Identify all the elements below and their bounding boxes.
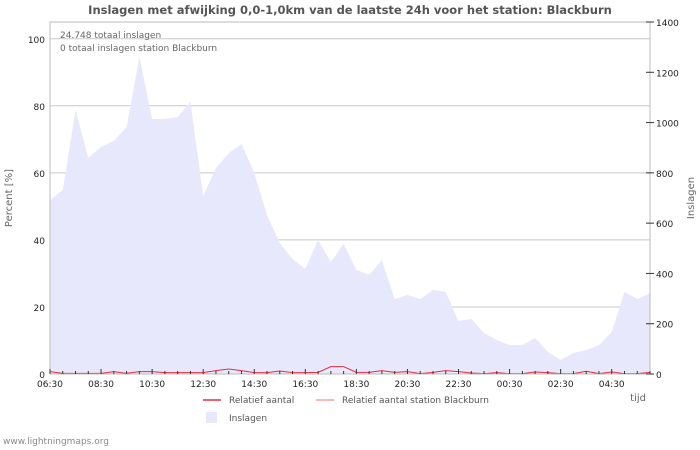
y-left-label: Percent [%] bbox=[4, 169, 15, 227]
annotation-total: 24.748 totaal inslagen bbox=[60, 31, 161, 41]
x-tick: 22:30 bbox=[446, 380, 472, 390]
y-left-tick: 0 bbox=[39, 371, 45, 381]
x-tick: 02:30 bbox=[548, 380, 574, 390]
x-tick: 12:30 bbox=[190, 380, 216, 390]
legend-relatief: Relatief aantal bbox=[229, 396, 294, 406]
legend-station: Relatief aantal station Blackburn bbox=[342, 396, 489, 406]
y-left-tick: 60 bbox=[34, 170, 46, 180]
y-left-tick: 80 bbox=[34, 103, 46, 113]
x-tick: 14:30 bbox=[241, 380, 267, 390]
y-right-tick: 1200 bbox=[656, 69, 679, 79]
y-right-tick: 600 bbox=[656, 220, 673, 230]
annotation-station: 0 totaal inslagen station Blackburn bbox=[60, 44, 217, 54]
footer-source: www.lightningmaps.org bbox=[3, 437, 109, 447]
x-tick: 16:30 bbox=[292, 380, 318, 390]
chart-title: Inslagen met afwijking 0,0-1,0km van de … bbox=[88, 3, 612, 17]
x-tick: 06:30 bbox=[37, 380, 63, 390]
y-right-label: Inslagen bbox=[686, 177, 697, 219]
x-tick: 20:30 bbox=[394, 380, 420, 390]
y-left-tick: 40 bbox=[34, 237, 46, 247]
legend-inslagen: Inslagen bbox=[229, 414, 267, 424]
y-right-tick: 800 bbox=[656, 170, 673, 180]
y-right-tick: 1400 bbox=[656, 19, 679, 29]
y-right-tick: 400 bbox=[656, 270, 673, 280]
y-left-tick: 100 bbox=[28, 36, 45, 46]
legend-swatch-inslagen bbox=[206, 412, 217, 423]
y-right-tick: 0 bbox=[656, 371, 662, 381]
x-tick: 18:30 bbox=[343, 380, 369, 390]
x-tick: 04:30 bbox=[599, 380, 625, 390]
x-tick: 08:30 bbox=[88, 380, 114, 390]
x-tick: 00:30 bbox=[497, 380, 523, 390]
y-left-tick: 20 bbox=[34, 304, 46, 314]
y-right-tick: 1000 bbox=[656, 120, 679, 130]
inslagen-area bbox=[50, 56, 650, 374]
x-tick: 10:30 bbox=[139, 380, 165, 390]
y-right-tick: 200 bbox=[656, 321, 673, 331]
x-label: tijd bbox=[630, 393, 646, 404]
plot-frame bbox=[49, 21, 651, 375]
relatief-aantal-line bbox=[49, 366, 651, 375]
